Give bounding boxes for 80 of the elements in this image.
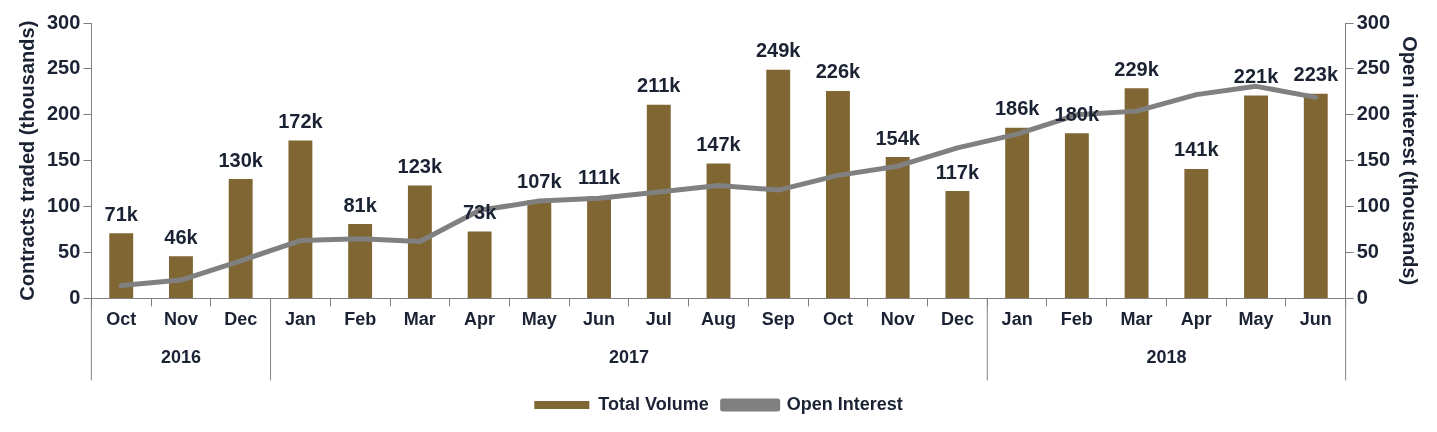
y-tick-label: 100 xyxy=(46,194,81,217)
x-tick-label: Nov xyxy=(880,309,915,330)
bar xyxy=(885,157,910,298)
x-tick-label: Nov xyxy=(163,309,198,330)
y2-tick-label: 50 xyxy=(1356,240,1379,263)
data-label: 46k xyxy=(164,225,199,248)
bar xyxy=(1005,127,1030,298)
bar xyxy=(706,163,731,298)
x-tick-label: Jan xyxy=(284,309,316,330)
x-tick-label: Aug xyxy=(701,309,736,330)
y-tick-label: 50 xyxy=(58,240,81,263)
legend-label: Total Volume xyxy=(598,393,709,414)
bar xyxy=(945,190,970,298)
data-label: 117k xyxy=(935,160,980,183)
x-tick-label: Jun xyxy=(583,309,616,330)
data-label: 147k xyxy=(696,132,742,155)
x-tick-label: Oct xyxy=(822,309,853,330)
bar xyxy=(766,69,791,298)
bar xyxy=(527,200,552,298)
data-label: 111k xyxy=(577,166,622,189)
y2-tick-label: 100 xyxy=(1356,194,1391,217)
bar xyxy=(1184,168,1209,298)
x-tick-label: Apr xyxy=(464,309,496,330)
x-tick-label: May xyxy=(521,309,557,330)
bar xyxy=(288,140,313,298)
y-tick-label: 300 xyxy=(46,10,81,33)
bar xyxy=(1124,88,1149,298)
data-label: 123k xyxy=(397,155,443,177)
y-tick-label: 0 xyxy=(69,285,81,308)
x-tick-label: Dec xyxy=(224,309,258,330)
x-tick-label: Jul xyxy=(645,309,672,330)
y2-tick-label: 200 xyxy=(1356,102,1391,125)
bar xyxy=(1303,93,1328,298)
y-tick-label: 200 xyxy=(46,102,81,125)
data-label: 186k xyxy=(994,97,1041,120)
y-tick-label: 150 xyxy=(46,148,81,171)
bar xyxy=(407,185,432,298)
y-axis-title: Contracts traded (thousands) xyxy=(15,20,38,301)
bar xyxy=(109,233,134,298)
x-tick-label: Jan xyxy=(1001,309,1033,330)
data-label: 154k xyxy=(875,126,921,149)
x-tick-label: May xyxy=(1238,309,1274,330)
text: 2016 xyxy=(160,347,201,368)
bar xyxy=(1064,133,1089,298)
bar xyxy=(467,231,492,298)
y2-tick-label: 150 xyxy=(1356,148,1391,171)
x-tick-label: Apr xyxy=(1180,309,1212,330)
x-tick-label: Dec xyxy=(940,309,974,330)
bar xyxy=(348,224,373,298)
x-tick-label: Oct xyxy=(106,309,137,330)
data-label: 229k xyxy=(1114,57,1160,80)
x-tick-label: Feb xyxy=(1060,309,1093,330)
x-tick-label: Jun xyxy=(1299,309,1332,330)
bar xyxy=(1244,95,1268,298)
text: 2018 xyxy=(1146,347,1187,368)
data-label: 71k xyxy=(104,202,139,225)
data-label: 107k xyxy=(517,169,563,192)
x-tick-label: Sep xyxy=(761,309,795,330)
data-label: 211k xyxy=(637,74,682,97)
bar xyxy=(228,179,253,298)
y2-tick-label: 0 xyxy=(1356,285,1368,308)
x-tick-label: Mar xyxy=(1120,309,1153,330)
data-label: 221k xyxy=(1233,65,1280,88)
y2-tick-label: 250 xyxy=(1356,56,1391,79)
data-label: 81k xyxy=(343,193,378,216)
y2-tick-label: 300 xyxy=(1356,10,1391,33)
y2-axis-title: Open interest (thousands) xyxy=(1399,36,1422,286)
bar xyxy=(646,104,671,298)
bar xyxy=(826,90,850,298)
x-tick-label: Mar xyxy=(403,309,436,330)
x-tick-label: Feb xyxy=(344,309,377,330)
data-label: 226k xyxy=(815,60,862,83)
y-tick-label: 250 xyxy=(46,56,81,79)
data-label: 249k xyxy=(755,39,802,62)
data-label: 141k xyxy=(1174,138,1220,161)
data-label: 172k xyxy=(278,110,324,133)
text: 2017 xyxy=(608,347,649,368)
data-label: 130k xyxy=(218,148,264,171)
data-label: 223k xyxy=(1293,63,1339,86)
legend-label: Open Interest xyxy=(786,393,903,414)
